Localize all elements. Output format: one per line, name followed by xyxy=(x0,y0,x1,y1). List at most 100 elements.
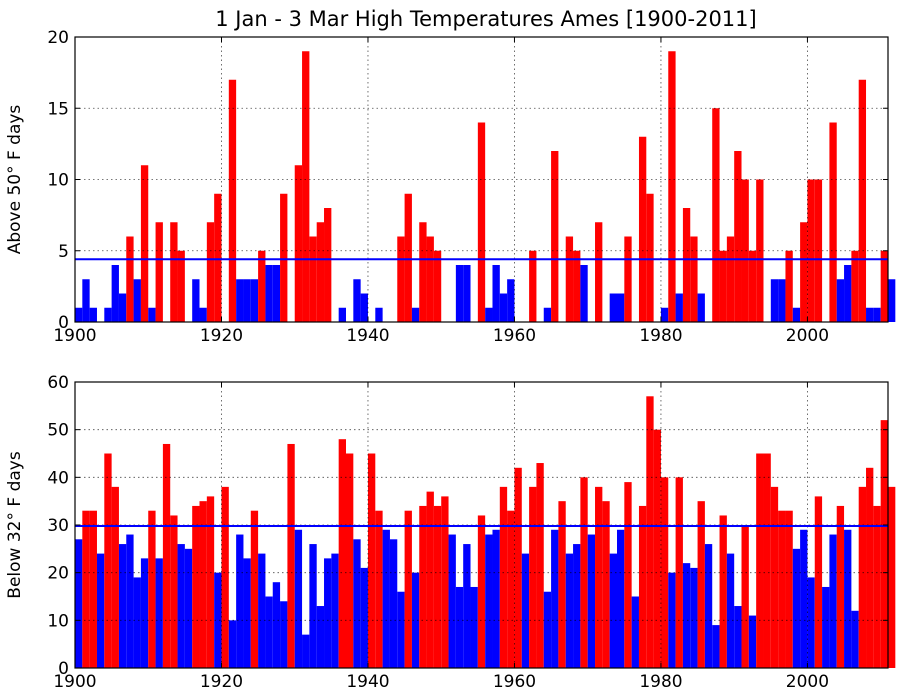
bar-1952 xyxy=(455,586,464,668)
bar-1960 xyxy=(514,467,522,668)
bar-1971 xyxy=(595,222,603,322)
bar-1957 xyxy=(492,529,500,668)
x-tick-label: 1900 xyxy=(53,672,96,692)
bar-1921 xyxy=(228,79,237,322)
y-axis-label: Above 50° F days xyxy=(5,105,25,255)
y-tick-label: 40 xyxy=(47,468,69,488)
bar-1975 xyxy=(624,482,632,668)
bar-1919 xyxy=(214,193,222,322)
bar-2005 xyxy=(844,265,852,322)
y-axis-label: Below 32° F days xyxy=(5,451,25,599)
bar-1924 xyxy=(250,279,259,322)
bar-1944 xyxy=(397,591,405,668)
bar-1905 xyxy=(111,265,119,322)
bar-1918 xyxy=(206,222,215,322)
bar-1938 xyxy=(353,279,361,322)
bar-1902 xyxy=(89,510,97,668)
bar-1990 xyxy=(734,151,742,322)
bar-1963 xyxy=(536,463,544,668)
x-tick-label: 1960 xyxy=(493,326,536,346)
bar-1992 xyxy=(748,250,757,322)
bar-1910 xyxy=(148,307,156,322)
bar-1962 xyxy=(529,250,537,322)
bar-1946 xyxy=(411,307,420,322)
y-tick-label: 15 xyxy=(47,99,69,119)
bar-1987 xyxy=(712,625,720,668)
bar-1925 xyxy=(258,250,266,322)
bar-1975 xyxy=(624,236,632,322)
bar-1961 xyxy=(521,553,530,668)
bar-1931 xyxy=(302,51,310,322)
bar-1949 xyxy=(433,250,442,322)
bar-1958 xyxy=(499,486,508,668)
bar-1950 xyxy=(441,496,449,668)
bar-1910 xyxy=(148,510,156,668)
bar-1984 xyxy=(690,236,698,322)
bar-1946 xyxy=(411,572,420,668)
bar-2006 xyxy=(851,250,859,322)
bar-1959 xyxy=(507,279,515,322)
bar-1991 xyxy=(741,179,749,322)
bar-1932 xyxy=(309,236,317,322)
bar-2007 xyxy=(858,79,867,322)
bar-1915 xyxy=(184,548,193,668)
bar-1979 xyxy=(653,429,661,668)
bar-1934 xyxy=(324,208,332,322)
bar-1969 xyxy=(580,265,588,322)
bar-1926 xyxy=(265,596,273,668)
bar-1907 xyxy=(126,236,134,322)
bar-1944 xyxy=(397,236,405,322)
bar-1982 xyxy=(675,293,683,322)
bar-1927 xyxy=(272,265,281,322)
bar-1925 xyxy=(258,553,266,668)
bar-1931 xyxy=(302,634,310,668)
bar-1953 xyxy=(463,265,471,322)
bar-1974 xyxy=(617,529,625,668)
bar-1974 xyxy=(617,293,625,322)
bar-2007 xyxy=(858,486,867,668)
bar-1928 xyxy=(280,601,288,668)
bar-1995 xyxy=(770,486,779,668)
bar-1917 xyxy=(199,501,207,668)
bar-1922 xyxy=(236,534,244,668)
bar-1941 xyxy=(375,510,383,668)
bar-1926 xyxy=(265,265,273,322)
bar-1978 xyxy=(646,396,654,668)
bar-1965 xyxy=(551,151,559,322)
bar-1992 xyxy=(748,615,757,668)
bar-1930 xyxy=(294,529,303,668)
bar-1988 xyxy=(719,250,727,322)
bar-1959 xyxy=(507,510,515,668)
x-tick-label: 1900 xyxy=(53,326,96,346)
bar-1972 xyxy=(602,501,610,668)
bar-1914 xyxy=(177,250,185,322)
bar-1943 xyxy=(389,539,398,668)
bar-1935 xyxy=(331,553,339,668)
bar-2005 xyxy=(844,529,852,668)
bar-1999 xyxy=(800,222,808,322)
x-tick-label: 1960 xyxy=(493,672,536,692)
bar-1932 xyxy=(309,544,317,668)
bar-1921 xyxy=(228,620,237,668)
bar-1922 xyxy=(236,279,244,322)
bar-1947 xyxy=(419,505,427,668)
y-tick-label: 0 xyxy=(58,659,69,679)
bar-1997 xyxy=(785,510,793,668)
bar-1980 xyxy=(660,307,669,322)
bar-1991 xyxy=(741,525,749,668)
bar-1912 xyxy=(162,443,171,668)
bar-1916 xyxy=(192,505,200,668)
y-tick-label: 30 xyxy=(47,516,69,536)
panel-below-32: 1900 1920 1940 1960 1980 2000 0 10 20 30 40 50 60 Bel… xyxy=(5,373,896,692)
bar-2001 xyxy=(814,496,823,668)
bar-1942 xyxy=(382,529,390,668)
bar-1996 xyxy=(778,279,786,322)
y-tick-label: 5 xyxy=(58,242,69,262)
bar-1998 xyxy=(792,307,801,322)
bar-1956 xyxy=(485,534,493,668)
bar-2009 xyxy=(873,307,881,322)
bar-1934 xyxy=(324,558,332,668)
bar-1901 xyxy=(82,510,90,668)
bar-1948 xyxy=(426,491,434,668)
